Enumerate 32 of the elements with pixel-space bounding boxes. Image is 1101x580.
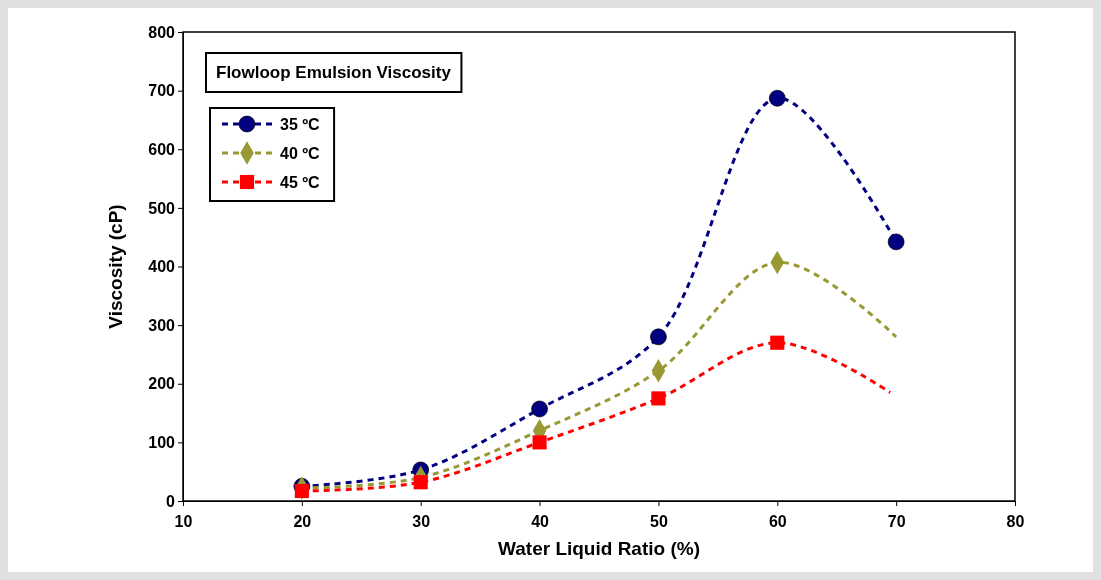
x-tick-label: 60	[768, 512, 787, 530]
point	[532, 435, 547, 450]
point	[770, 335, 785, 350]
y-tick-label: 0	[166, 492, 176, 510]
point	[294, 483, 309, 499]
x-tick-label: 80	[1006, 512, 1025, 530]
legend-label: 45 ºC	[280, 173, 321, 191]
x-tick-label: 20	[293, 512, 312, 530]
legend-label: 35 ºC	[280, 115, 321, 133]
point	[650, 328, 667, 346]
x-tick-label: 30	[412, 512, 431, 530]
point	[651, 391, 666, 406]
x-tick-label: 70	[887, 512, 906, 530]
y-tick-label: 200	[148, 375, 176, 393]
point	[768, 89, 786, 107]
y-tick-label: 700	[148, 82, 176, 100]
y-tick-label: 400	[148, 258, 176, 276]
text: Flowloop Emulsion Viscosity	[216, 63, 452, 82]
y-tick-label: 300	[148, 316, 176, 334]
x-tick-label: 40	[531, 512, 550, 530]
point	[413, 475, 428, 490]
point	[887, 233, 905, 251]
y-tick-label: 500	[148, 199, 176, 217]
legend-label: 40 ºC	[280, 144, 321, 162]
y-tick-label: 100	[148, 433, 176, 451]
y-tick-label: 600	[148, 140, 176, 158]
x-tick-label: 50	[650, 512, 668, 530]
point	[531, 400, 548, 418]
y-axis-title: Viscosity (cP)	[105, 204, 126, 329]
y-tick-label: 800	[148, 23, 176, 41]
x-axis-title: Water Liquid Ratio (%)	[498, 538, 700, 559]
x-tick-label: 10	[174, 512, 193, 530]
